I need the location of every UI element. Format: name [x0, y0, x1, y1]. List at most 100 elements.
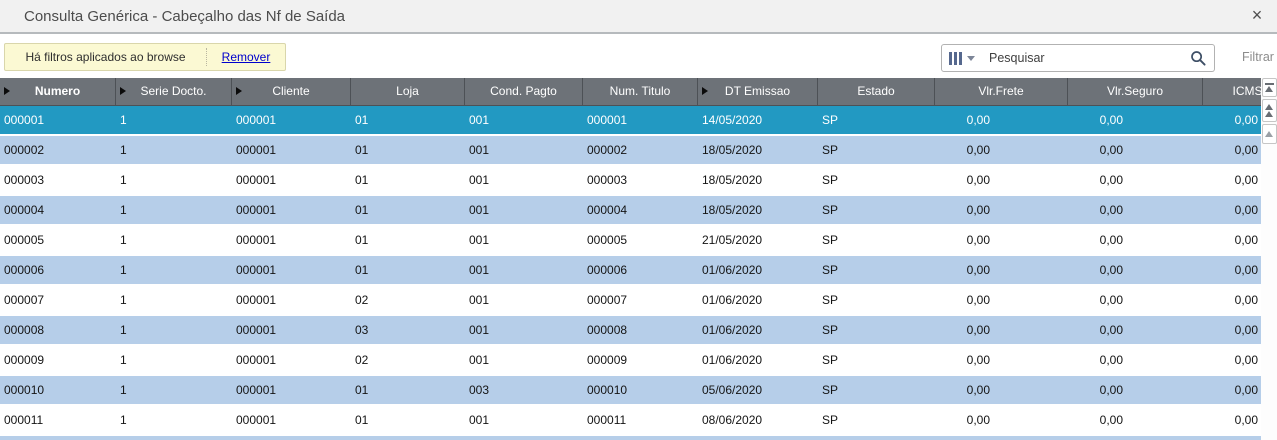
scroll-first-record-button[interactable] [1261, 78, 1277, 97]
table-body: 000001 1 000001 01 001 000001 14/05/2020 SP 0,00… [0, 106, 1261, 440]
table-cell: 000010 [4, 383, 45, 397]
filter-button[interactable]: Filtrar [1242, 50, 1274, 64]
table-cell: 01 [355, 173, 369, 187]
table-row[interactable]: 000002 1 000001 01 001 000002 18/05/2020 SP 0,00… [0, 136, 1261, 164]
table-cell: SP [822, 323, 839, 337]
table-row[interactable]: 000003 1 000001 01 001 000003 18/05/2020 SP 0,00… [0, 166, 1261, 194]
table-row[interactable]: 000008 1 000001 03 001 000008 01/06/2020 SP 0,00… [0, 316, 1261, 344]
search-input[interactable] [989, 46, 1179, 70]
table-row[interactable] [0, 436, 1261, 440]
table-cell: 000001 [236, 293, 277, 307]
table-cell: 0,00 [1099, 383, 1123, 397]
table-cell: 000001 [236, 143, 277, 157]
table-row[interactable]: 000007 1 000001 02 001 000007 01/06/2020 SP 0,00… [0, 286, 1261, 314]
scroll-page-up-button[interactable] [1261, 99, 1277, 122]
table-cell: 000001 [236, 413, 277, 427]
table-cell: 001 [469, 263, 490, 277]
header-cell-icms[interactable]: ICMS [1203, 78, 1261, 106]
table-cell: 0,00 [1234, 143, 1258, 157]
header-cell-vlr-frete[interactable]: Vlr.Frete [935, 78, 1068, 106]
table-cell: 05/06/2020 [702, 383, 763, 397]
scroll-up-button[interactable] [1261, 124, 1277, 144]
table-row[interactable]: 000010 1 000001 01 003 000010 05/06/2020 SP 0,00… [0, 376, 1261, 404]
table-cell: 0,00 [1234, 113, 1258, 127]
table-cell: 000001 [236, 203, 277, 217]
header-cell-numero[interactable]: Numero [0, 78, 116, 106]
table-cell: 000009 [4, 353, 45, 367]
table-cell [583, 436, 698, 440]
vertical-scrollbar[interactable] [1261, 78, 1277, 440]
table-cell: 001 [469, 233, 490, 247]
table-cell: 1 [120, 263, 127, 277]
table-cell: 0,00 [1099, 353, 1123, 367]
table-cell: 000008 [587, 323, 628, 337]
table-cell: 000001 [236, 263, 277, 277]
table-cell: 0,00 [1234, 353, 1258, 367]
column-selector-button[interactable] [941, 44, 982, 72]
table-cell: 1 [120, 203, 127, 217]
table-cell: SP [822, 143, 839, 157]
table-cell: 0,00 [966, 413, 990, 427]
header-cell-estado[interactable]: Estado [818, 78, 935, 106]
table-cell: 001 [469, 323, 490, 337]
header-cell-cond-pagto[interactable]: Cond. Pagto [465, 78, 583, 106]
table-row[interactable]: 000005 1 000001 01 001 000005 21/05/2020 SP 0,00… [0, 226, 1261, 254]
header-cell-dt-emissao[interactable]: DT Emissao [698, 78, 818, 106]
table-cell: 1 [120, 383, 127, 397]
table-cell: 0,00 [1099, 293, 1123, 307]
table-cell: 0,00 [1234, 383, 1258, 397]
table-cell: SP [822, 413, 839, 427]
table-cell: 000005 [587, 233, 628, 247]
table-cell: 0,00 [1234, 323, 1258, 337]
table-cell: 0,00 [966, 293, 990, 307]
table-cell: 18/05/2020 [702, 173, 763, 187]
header-cell-cliente[interactable]: Cliente [232, 78, 351, 106]
table-cell: 001 [469, 113, 490, 127]
table-row[interactable]: 000009 1 000001 02 001 000009 01/06/2020 SP 0,00… [0, 346, 1261, 374]
table-row[interactable]: 000011 1 000001 01 001 000011 08/06/2020 SP 0,00… [0, 406, 1261, 434]
table-row[interactable]: 000004 1 000001 01 001 000004 18/05/2020 SP 0,00… [0, 196, 1261, 224]
table-cell: 0,00 [966, 143, 990, 157]
table-cell: 0,00 [1234, 233, 1258, 247]
table-cell: 0,00 [1099, 413, 1123, 427]
search-icon[interactable] [1190, 50, 1206, 66]
table-cell: 21/05/2020 [702, 233, 763, 247]
table-cell: 1 [120, 293, 127, 307]
table-cell [232, 436, 351, 440]
remove-filter-link[interactable]: Remover [221, 50, 271, 64]
table-cell: 1 [120, 173, 127, 187]
table-cell: 000003 [587, 173, 628, 187]
table-cell: 0,00 [1234, 203, 1258, 217]
table-cell: 01 [355, 113, 369, 127]
table-row[interactable]: 000006 1 000001 01 001 000006 01/06/2020 SP 0,00… [0, 256, 1261, 284]
table-cell: 01/06/2020 [702, 263, 763, 277]
header-cell-vlr-seguro[interactable]: Vlr.Seguro [1068, 78, 1203, 106]
first-record-icon [1264, 83, 1274, 85]
table-cell: 000004 [587, 203, 628, 217]
table-cell: 0,00 [1234, 413, 1258, 427]
header-cell-label: Loja [396, 84, 419, 98]
table-cell: 001 [469, 293, 490, 307]
header-cell-num-titulo[interactable]: Num. Titulo [583, 78, 698, 106]
table-cell: 1 [120, 233, 127, 247]
table-cell: 000001 [236, 233, 277, 247]
table-cell: 08/06/2020 [702, 413, 763, 427]
table-cell: 000002 [587, 143, 628, 157]
table-cell: 0,00 [1099, 113, 1123, 127]
toolbar: Há filtros aplicados ao browse Remover F… [0, 36, 1277, 78]
table-row[interactable]: 000001 1 000001 01 001 000001 14/05/2020 SP 0,00… [0, 106, 1261, 134]
table-cell: SP [822, 173, 839, 187]
table-cell: 003 [469, 383, 490, 397]
table-cell: 001 [469, 413, 490, 427]
header-cell-loja[interactable]: Loja [351, 78, 465, 106]
table-cell: 000008 [4, 323, 45, 337]
table-cell: 000001 [236, 383, 277, 397]
table-cell: 0,00 [1099, 233, 1123, 247]
header-cell-serie-docto-[interactable]: Serie Docto. [116, 78, 232, 106]
table-cell: 0,00 [966, 263, 990, 277]
table-cell: 000005 [4, 233, 45, 247]
table-cell: 18/05/2020 [702, 203, 763, 217]
table-cell [0, 436, 116, 440]
table-cell: 01 [355, 413, 369, 427]
close-icon[interactable]: × [1251, 5, 1263, 25]
